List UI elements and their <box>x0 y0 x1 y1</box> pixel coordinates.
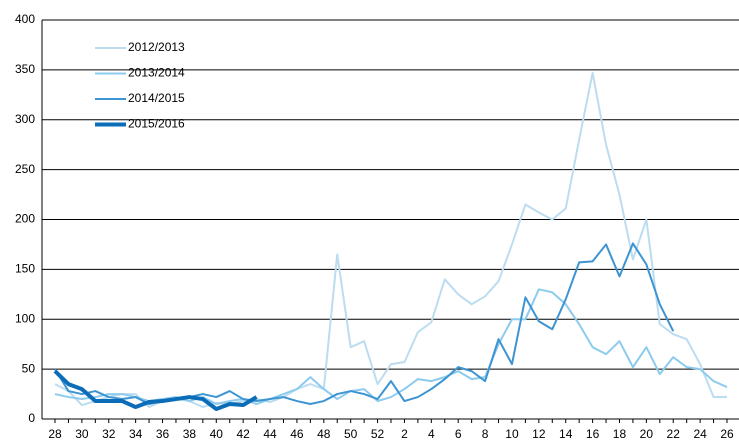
x-tick-label: 8 <box>482 427 489 441</box>
x-tick-label: 30 <box>75 427 89 441</box>
x-tick-label: 52 <box>371 427 385 441</box>
x-tick-label: 16 <box>586 427 600 441</box>
x-tick-label: 48 <box>317 427 331 441</box>
legend-label: 2015/2016 <box>128 117 185 131</box>
x-tick-label: 12 <box>532 427 546 441</box>
x-tick-label: 2 <box>401 427 408 441</box>
x-tick-label: 34 <box>129 427 143 441</box>
x-tick-label: 50 <box>344 427 358 441</box>
x-tick-label: 10 <box>505 427 519 441</box>
y-tick-label: 100 <box>15 311 35 325</box>
x-tick-label: 4 <box>428 427 435 441</box>
x-tick-label: 40 <box>210 427 224 441</box>
series-line <box>53 369 258 412</box>
x-tick-label: 36 <box>156 427 170 441</box>
x-tick-label: 6 <box>455 427 462 441</box>
y-tick-label: 350 <box>15 62 35 76</box>
x-tick-label: 28 <box>48 427 62 441</box>
y-tick-label: 200 <box>15 212 35 226</box>
x-tick-label: 46 <box>290 427 304 441</box>
x-tick-label: 22 <box>667 427 681 441</box>
y-tick-label: 0 <box>28 411 35 425</box>
x-tick-label: 42 <box>236 427 250 441</box>
legend-label: 2014/2015 <box>128 91 185 105</box>
legend-label: 2013/2014 <box>128 66 185 80</box>
y-tick-label: 400 <box>15 12 35 26</box>
x-tick-label: 26 <box>720 427 734 441</box>
y-tick-label: 250 <box>15 162 35 176</box>
series-line <box>54 242 675 406</box>
y-tick-label: 300 <box>15 112 35 126</box>
legend-label: 2012/2013 <box>128 40 185 54</box>
x-tick-label: 32 <box>102 427 116 441</box>
y-tick-label: 50 <box>22 361 36 375</box>
x-tick-label: 38 <box>183 427 197 441</box>
x-tick-label: 18 <box>613 427 627 441</box>
y-tick-label: 150 <box>15 262 35 276</box>
x-tick-label: 44 <box>263 427 277 441</box>
x-tick-label: 20 <box>640 427 654 441</box>
x-tick-label: 24 <box>693 427 707 441</box>
x-tick-label: 14 <box>559 427 573 441</box>
series-line <box>54 288 728 406</box>
